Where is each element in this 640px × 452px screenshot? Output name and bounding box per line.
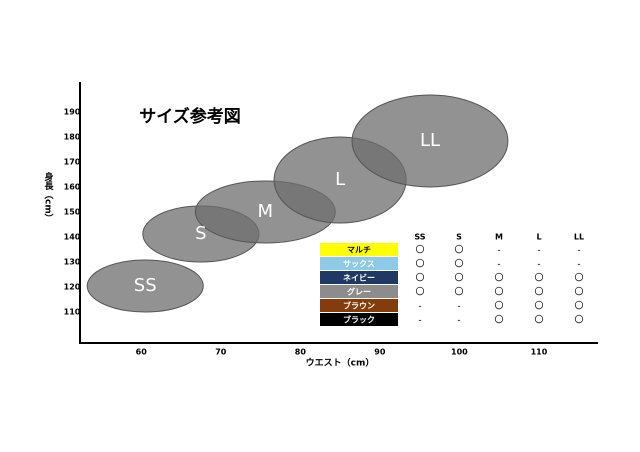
size-region: [86, 259, 204, 313]
availability: 〇: [574, 273, 583, 284]
availability: 〇: [494, 315, 503, 326]
color-name: ブラック: [343, 315, 375, 325]
y-tick-label: 160: [64, 183, 81, 192]
color-name: ブラウン: [343, 301, 375, 311]
availability: -: [418, 302, 421, 312]
x-tick-label: 110: [531, 348, 548, 357]
region-label: M: [258, 201, 274, 222]
column-header: LL: [574, 233, 584, 242]
x-axis-label: ウエスト（cm）: [306, 358, 375, 369]
availability: -: [577, 260, 580, 270]
availability: 〇: [415, 245, 424, 256]
x-tick-label: 70: [215, 348, 227, 357]
availability: -: [497, 246, 500, 256]
availability: -: [457, 302, 460, 312]
column-header: SS: [414, 233, 425, 242]
availability: 〇: [534, 273, 543, 284]
y-tick-label: 170: [64, 158, 81, 167]
availability: 〇: [534, 315, 543, 326]
x-tick-label: 80: [295, 348, 307, 357]
region-label: LL: [420, 130, 440, 151]
y-tick-label: 140: [64, 233, 81, 242]
availability: 〇: [494, 273, 503, 284]
availability: 〇: [454, 273, 463, 284]
y-tick-label: 110: [64, 308, 81, 317]
availability: 〇: [454, 259, 463, 270]
color-name: グレー: [347, 287, 371, 297]
color-swatch: [320, 271, 398, 284]
y-tick-label: 180: [64, 133, 81, 142]
x-tick-label: 100: [451, 348, 468, 357]
availability: -: [577, 246, 580, 256]
color-name: マルチ: [347, 246, 371, 255]
x-tick-label: 60: [136, 348, 148, 357]
color-swatch: [320, 299, 398, 312]
column-header: M: [495, 233, 503, 242]
availability: 〇: [494, 287, 503, 298]
region-label: S: [195, 223, 206, 244]
x-tick-label: 90: [374, 348, 386, 357]
y-tick-label: 130: [64, 258, 81, 267]
availability: 〇: [574, 315, 583, 326]
y-tick-label: 190: [64, 108, 81, 117]
color-swatch: [320, 243, 398, 256]
y-tick-label: 120: [64, 283, 81, 292]
availability: -: [537, 260, 540, 270]
availability: 〇: [415, 287, 424, 298]
availability: 〇: [574, 287, 583, 298]
y-axis-label: 身長（cm）: [43, 171, 55, 223]
availability: 〇: [574, 301, 583, 312]
availability-table: SS S M L LLマルチ〇〇 - - -サックス〇〇 - - -ネイビー〇〇〇〇〇グレー〇〇〇〇…: [320, 233, 584, 326]
availability: -: [497, 260, 500, 270]
availability: 〇: [534, 301, 543, 312]
size-region: [351, 94, 509, 188]
availability: -: [418, 316, 421, 326]
availability: 〇: [415, 259, 424, 270]
color-name: サックス: [343, 259, 375, 269]
color-swatch: [320, 285, 398, 298]
availability: 〇: [454, 245, 463, 256]
region-label: SS: [134, 275, 157, 296]
availability: -: [537, 246, 540, 256]
column-header: L: [536, 233, 541, 242]
color-swatch: [320, 313, 398, 326]
availability: -: [457, 316, 460, 326]
color-name: ネイビー: [343, 273, 375, 283]
column-header: S: [456, 233, 462, 242]
region-label: L: [335, 169, 345, 190]
y-tick-label: 150: [64, 208, 81, 217]
availability: 〇: [415, 273, 424, 284]
chart-title: サイズ参考図: [139, 106, 241, 127]
color-swatch: [320, 257, 398, 270]
availability: 〇: [494, 301, 503, 312]
availability: 〇: [454, 287, 463, 298]
availability: 〇: [534, 287, 543, 298]
